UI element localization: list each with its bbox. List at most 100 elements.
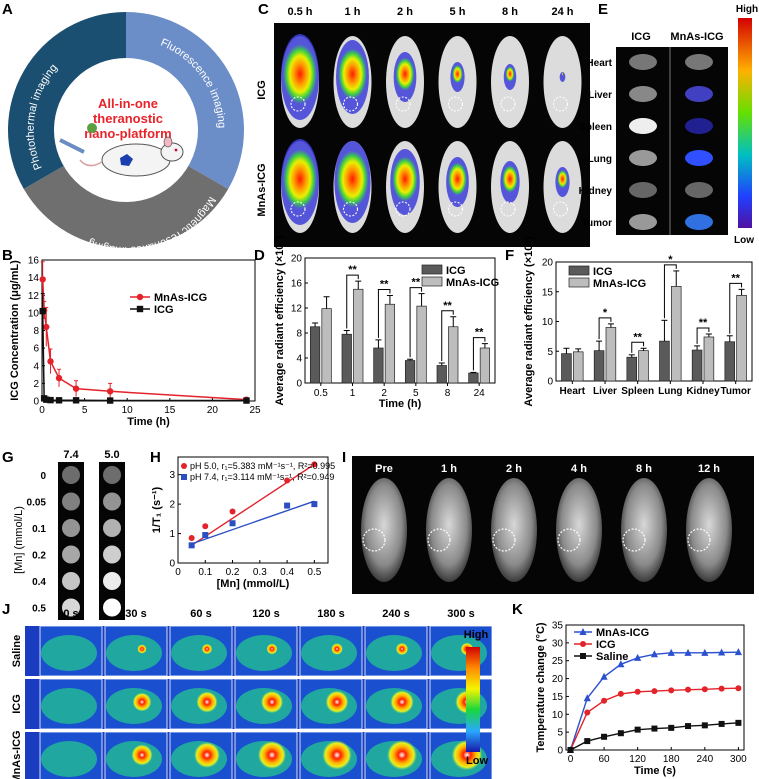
- time-label: 240 s: [382, 608, 410, 620]
- y-axis-label: Temperature change (°C): [535, 622, 547, 752]
- mri-mouse-slice: [686, 478, 732, 582]
- bar-icg: [691, 349, 703, 382]
- organ-label: Tumor: [582, 218, 612, 229]
- x-tick-label: 0.5: [314, 388, 328, 399]
- tumor-marker: [395, 201, 411, 217]
- significance-bracket: [729, 282, 743, 334]
- time-label: 120 s: [252, 608, 280, 620]
- thermal-hotspot: [331, 643, 343, 655]
- mri-phantom-dot: [103, 519, 121, 537]
- significance-mark: **: [699, 317, 708, 329]
- x-tick-label: 60: [599, 754, 611, 765]
- data-point: [701, 722, 708, 729]
- thermal-mouse: [171, 635, 227, 671]
- data-point: [650, 650, 659, 658]
- legend-label: MnAs-ICG: [596, 627, 649, 639]
- mri-mouse-slice: [491, 478, 537, 582]
- data-point: [735, 719, 742, 726]
- plot-frame: [304, 257, 496, 384]
- y-tick-label: 5: [557, 728, 563, 739]
- data-point: [684, 648, 692, 656]
- x-tick-label: 8: [445, 388, 451, 399]
- mri-phantom-dot: [62, 545, 80, 564]
- x-tick-label: 0.3: [253, 567, 267, 578]
- thermal-hotspot: [201, 643, 213, 655]
- data-point: [583, 694, 591, 702]
- syringe-icon: [59, 138, 85, 154]
- legend-marker: [580, 641, 586, 647]
- tumor-marker: [427, 528, 451, 552]
- time-label: 1 h: [441, 463, 457, 475]
- bar-mnas-icg: [479, 347, 491, 384]
- panel-label-k: K: [512, 601, 523, 618]
- significance-bracket: [631, 341, 645, 353]
- scale-high: High: [736, 4, 758, 15]
- bar-icg: [626, 356, 638, 382]
- bar-icg: [309, 326, 321, 384]
- x-axis-label: Time (h): [379, 398, 422, 410]
- x-tick-label: 0: [175, 567, 181, 578]
- x-tick-label: Tumor: [720, 386, 750, 397]
- time-label: 2 h: [506, 463, 522, 475]
- y-tick-label: 3: [169, 470, 175, 481]
- data-point: [202, 532, 209, 539]
- center-text-2: theranostic: [93, 111, 163, 126]
- legend-marker: [579, 628, 587, 635]
- col-label-ph50: 5.0: [104, 449, 119, 461]
- fluorescence-hotspot: [502, 165, 518, 193]
- y-tick-label: 20: [542, 258, 554, 269]
- bar-mnas-icg: [321, 308, 332, 384]
- y-tick-label: 20: [552, 674, 564, 685]
- row-label: ICG: [11, 694, 23, 714]
- thermal-hotspot: [266, 643, 278, 655]
- bar-icg: [659, 340, 670, 382]
- tumor-marker: [500, 96, 516, 112]
- tumor-marker: [290, 201, 306, 217]
- data-point: [701, 686, 708, 693]
- center-text-3: nano-platform: [84, 126, 171, 141]
- x-tick-label: 15: [164, 405, 176, 416]
- y-tick-label: 30: [552, 638, 564, 649]
- bar-mnas-icg: [638, 350, 649, 382]
- mouse-illustration: [59, 123, 184, 177]
- tumor-marker: [342, 96, 359, 112]
- x-tick-label: 2: [381, 388, 387, 399]
- fluorescence-hotspot: [452, 65, 463, 83]
- y-tick-label: 0: [169, 559, 175, 570]
- significance-bracket: [377, 289, 391, 338]
- data-point: [718, 685, 725, 692]
- time-label: 180 s: [317, 608, 345, 620]
- panel-j: J 0 s 30 s 60 s 120 s 180 s 240 s 300 s Saline I…: [2, 601, 493, 779]
- data-point: [668, 687, 675, 694]
- y-tick-label: 10: [28, 308, 40, 319]
- tumor-marker: [342, 201, 359, 217]
- tumor-marker: [552, 96, 569, 112]
- time-label: 30 s: [125, 608, 146, 620]
- fluorescence-hotspot: [338, 48, 367, 100]
- data-point: [584, 709, 591, 716]
- panel-label-f: F: [505, 247, 514, 264]
- col-label-icg: ICG: [631, 31, 651, 43]
- color-scale-bar: [738, 18, 752, 228]
- fluorescence-hotspot: [448, 162, 467, 196]
- thermal-mouse: [41, 741, 97, 777]
- data-point: [243, 397, 250, 404]
- x-tick-label: 120: [629, 754, 646, 765]
- significance-mark: **: [380, 279, 389, 291]
- legend-label: MnAs-ICG: [154, 292, 207, 304]
- significance-mark: *: [603, 307, 608, 319]
- mri-phantom-dot: [103, 545, 121, 564]
- y-tick-label: 14: [28, 273, 40, 284]
- tumor-marker: [622, 528, 646, 552]
- tumor-marker: [447, 201, 464, 217]
- thermal-mouse: [366, 635, 422, 671]
- mri-mouse-slice: [621, 478, 667, 582]
- thermal-mouse: [106, 635, 162, 671]
- y-tick-label: 16: [291, 279, 303, 290]
- panel-h: H 0 1 2 3 0 0.1 0.2 0.3 0.4 0.5 [Mn] (mmol/L) 1/T₁ …: [150, 449, 335, 590]
- panel-label-i: I: [342, 449, 346, 466]
- thermal-hotspot: [322, 740, 352, 770]
- data-point: [311, 461, 318, 468]
- data-point: [311, 501, 318, 508]
- thermal-hotspot: [325, 690, 349, 714]
